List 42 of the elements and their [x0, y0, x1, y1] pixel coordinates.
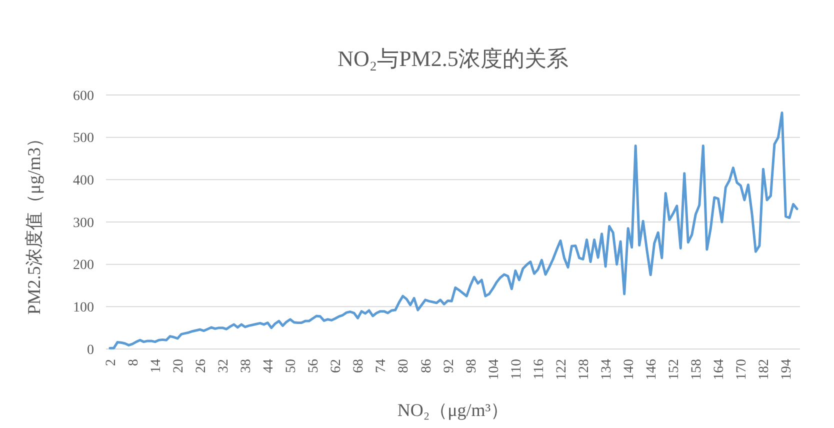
- x-tick-label: 2: [104, 359, 119, 366]
- x-tick-label: 56: [306, 359, 322, 373]
- x-tick-label: 86: [419, 359, 434, 373]
- x-tick-label: 92: [442, 359, 457, 373]
- x-tick-label: 116: [532, 359, 547, 380]
- x-tick-label: 32: [216, 359, 232, 373]
- x-tick-label: 80: [396, 359, 412, 373]
- y-tick-label: 400: [73, 174, 94, 189]
- y-axis-title: PM2.5浓度值（μg/m3）: [24, 129, 44, 315]
- x-tick-label: 146: [644, 359, 660, 380]
- x-tick-label: 20: [171, 359, 186, 373]
- x-tick-label: 50: [284, 359, 300, 373]
- y-tick-label: 200: [73, 258, 94, 274]
- x-tick-label: 14: [148, 359, 164, 373]
- x-tick-label: 182: [757, 359, 772, 380]
- x-tick-label: 122: [554, 359, 570, 380]
- x-tick-label: 74: [374, 359, 390, 373]
- x-tick-label: 170: [734, 359, 750, 380]
- x-tick-label: 62: [329, 359, 344, 373]
- x-tick-label: 152: [667, 359, 682, 380]
- line-series: [108, 112, 798, 350]
- x-axis-title: NO₂（μg/m³）: [397, 400, 509, 420]
- x-tick-label: 128: [576, 359, 592, 380]
- x-tick-label: 38: [239, 359, 254, 373]
- y-tick-label: 600: [73, 88, 94, 104]
- x-tick-label: 140: [622, 359, 637, 380]
- y-tick-label: 300: [73, 216, 94, 231]
- x-tick-label: 194: [780, 359, 795, 380]
- x-tick-label: 8: [126, 359, 142, 366]
- x-tick-label: 26: [194, 359, 209, 373]
- x-tick-label: 164: [712, 359, 728, 380]
- x-tick-label: 134: [599, 359, 614, 380]
- y-tick-label: 100: [73, 300, 94, 316]
- chart-title: NO₂与PM2.5浓度的关系: [338, 46, 568, 71]
- x-tick-label: 110: [509, 359, 524, 380]
- x-tick-label: 68: [352, 359, 367, 373]
- x-tick-label: 98: [464, 359, 480, 373]
- y-tick-label: 0: [87, 342, 94, 358]
- x-tick-label: 158: [690, 359, 705, 380]
- x-tick-label: 44: [262, 359, 277, 373]
- y-tick-label: 500: [73, 131, 94, 146]
- x-tick-label: 104: [486, 359, 502, 380]
